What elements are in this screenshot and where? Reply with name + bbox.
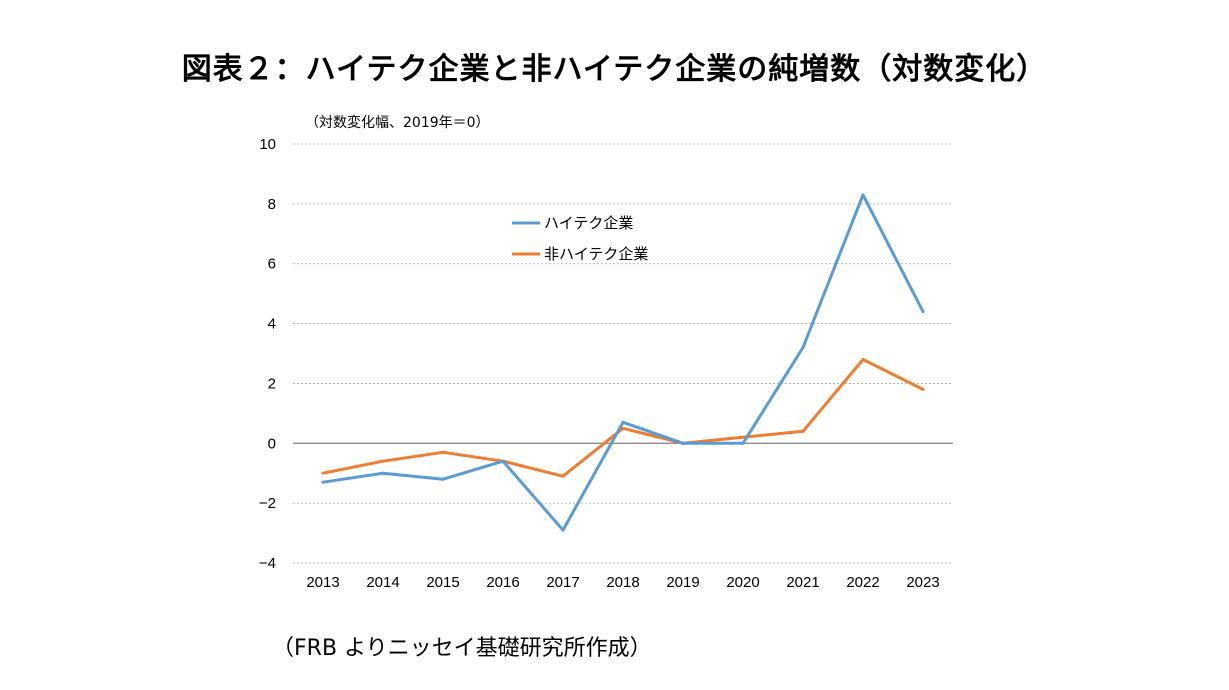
data-point [621, 426, 625, 430]
x-tick-label: 2013 [306, 574, 339, 591]
data-point [921, 310, 925, 314]
x-tick-label: 2014 [366, 574, 399, 591]
data-point [441, 477, 445, 481]
data-point [861, 357, 865, 361]
data-point [321, 471, 325, 475]
y-axis-unit-label: （対数変化幅、2019年＝0） [305, 115, 490, 131]
legend-label: 非ハイテク企業 [544, 245, 648, 263]
x-tick-label: 2023 [906, 574, 939, 591]
data-point [921, 387, 925, 391]
x-tick-label: 2021 [786, 574, 819, 591]
series-lines [321, 193, 925, 532]
data-point [681, 441, 685, 445]
y-tick-label: 2 [268, 375, 276, 392]
data-point [741, 435, 745, 439]
grid-lines [293, 143, 953, 564]
data-point [621, 420, 625, 424]
x-tick-label: 2018 [606, 574, 639, 591]
x-tick-label: 2017 [546, 574, 579, 591]
y-tick-label: 0 [268, 435, 276, 452]
y-tick-label: 4 [268, 316, 276, 333]
data-point [321, 480, 325, 484]
y-tick-label: 6 [268, 256, 276, 273]
x-axis-ticks: 2013 2014 2015 2016 2017 2018 2019 2020 2021 2022… [306, 574, 939, 591]
y-tick-label: 10 [259, 136, 276, 153]
data-point [561, 528, 565, 532]
y-tick-label: −4 [259, 555, 276, 572]
x-tick-label: 2016 [486, 574, 519, 591]
data-point [801, 429, 805, 433]
data-point [861, 193, 865, 197]
data-point [441, 450, 445, 454]
x-tick-label: 2020 [726, 574, 759, 591]
x-tick-label: 2015 [426, 574, 459, 591]
y-tick-label: −2 [259, 495, 276, 512]
data-point [801, 346, 805, 350]
data-point [501, 459, 505, 463]
chart-title: 図表２：ハイテク企業と非ハイテク企業の純増数（対数変化） [181, 52, 1048, 87]
data-point [381, 471, 385, 475]
x-tick-label: 2019 [666, 574, 699, 591]
source-note: （FRB よりニッセイ基礎研究所作成） [272, 636, 652, 661]
data-point [741, 441, 745, 445]
series-line-non-hightech [321, 358, 925, 478]
legend-label: ハイテク企業 [544, 214, 633, 232]
data-point [381, 459, 385, 463]
x-tick-label: 2022 [846, 574, 879, 591]
y-axis-ticks: 10 8 6 4 2 0 −2 −4 [259, 136, 276, 572]
data-point [561, 474, 565, 478]
y-tick-label: 8 [268, 196, 276, 213]
